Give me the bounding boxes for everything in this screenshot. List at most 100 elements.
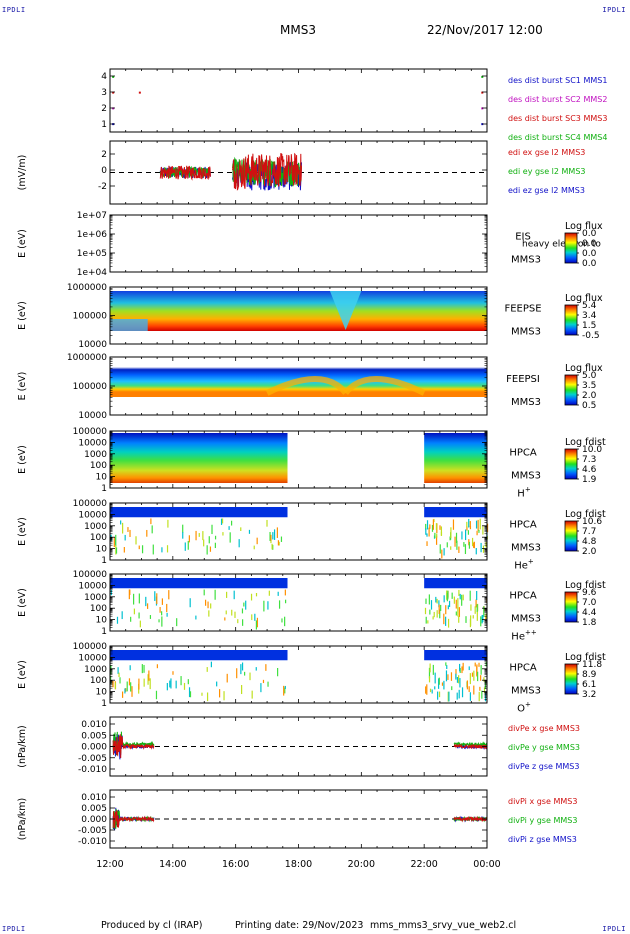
y-tick-label: -0.010 xyxy=(78,765,107,775)
spectrogram-speckle xyxy=(455,532,458,544)
spectrogram-speckle xyxy=(182,524,184,533)
spectrogram-speckle xyxy=(433,611,435,618)
spectrogram-speckle xyxy=(278,541,280,546)
spectrogram-speckle xyxy=(425,616,427,624)
spectrogram-speckle xyxy=(425,598,427,604)
species-charge: + xyxy=(528,558,534,566)
spectrogram-speckle xyxy=(445,662,447,666)
spectrogram-speckle xyxy=(463,542,465,547)
colorbar-tick-label: 1.9 xyxy=(582,475,597,485)
spectrogram-speckle xyxy=(435,523,438,531)
spectrogram-speckle xyxy=(474,606,476,614)
spectrogram-speckle xyxy=(182,532,184,539)
y-tick-label: 10000 xyxy=(78,653,107,663)
y-axis-label: (mV/m) xyxy=(17,155,28,191)
spectrogram-speckle xyxy=(437,691,439,700)
spectrogram-speckle xyxy=(480,665,482,675)
time-tick-label: 18:00 xyxy=(285,859,312,870)
time-tick-label: 14:00 xyxy=(159,859,186,870)
spectrogram-speckle xyxy=(456,540,458,550)
legend-entry: des dist burst SC1 MMS1 xyxy=(508,76,607,85)
spectrogram-speckle xyxy=(484,692,487,702)
spectrogram-speckle xyxy=(281,618,283,623)
spectrogram-speckle xyxy=(470,604,472,611)
corner-label-bottom-left: IPDLI xyxy=(2,925,26,933)
spectrogram-speckle xyxy=(184,542,186,551)
spectrogram-speckle xyxy=(485,661,487,667)
colorbar-tick-label: 3.4 xyxy=(582,311,597,321)
footer-printing-date: Printing date: 29/Nov/2023 xyxy=(235,920,364,931)
spectrogram-speckle xyxy=(158,619,160,623)
spectrogram-speckle xyxy=(202,531,204,541)
spectrogram-speckle xyxy=(469,590,471,601)
spectrogram-speckle xyxy=(243,602,245,607)
spectrogram-speckle xyxy=(475,599,477,608)
y-axis-label: E (eV) xyxy=(17,517,28,546)
spectrogram-speckle xyxy=(204,599,207,606)
spectrogram-fill xyxy=(424,433,487,483)
spectrogram-speckle xyxy=(278,600,281,609)
colorbar xyxy=(564,663,578,695)
spectrogram-speckle xyxy=(133,608,135,615)
y-tick-label: 1e+05 xyxy=(77,249,107,259)
spectrogram-speckle xyxy=(112,680,114,688)
spectrogram-speckle xyxy=(461,594,463,606)
spectrogram-speckle xyxy=(468,541,471,549)
y-tick-label: 2 xyxy=(101,104,107,114)
spectrogram-speckle xyxy=(280,536,283,542)
spectrogram-speckle xyxy=(166,603,168,613)
spectrogram-fill xyxy=(110,291,487,331)
spectrogram-speckle xyxy=(187,679,189,685)
spectrogram-speckle xyxy=(119,677,121,684)
spectrogram-speckle xyxy=(464,529,467,541)
spectrogram-speckle xyxy=(466,680,469,690)
colorbar-title: Log flux xyxy=(565,293,603,304)
spectrogram-speckle xyxy=(466,521,468,528)
y-tick-label: 100000 xyxy=(73,427,108,437)
instrument-label: FEEPSE xyxy=(504,304,541,315)
y-tick-label: 1e+06 xyxy=(77,230,108,240)
spectrogram-speckle xyxy=(138,612,140,619)
spectrogram-speckle xyxy=(139,620,141,628)
spectrogram-speckle xyxy=(121,691,124,698)
spectrogram-speckle xyxy=(469,521,471,528)
spectrogram-speckle xyxy=(141,664,143,674)
y-tick-label: -0.010 xyxy=(78,837,107,847)
y-tick-label: 100000 xyxy=(73,382,108,392)
spectrogram-speckle xyxy=(266,519,268,527)
spectrogram-speckle xyxy=(228,526,230,530)
spectrogram-speckle xyxy=(473,541,475,549)
colorbar xyxy=(564,591,578,623)
species-label: H+ xyxy=(517,486,531,500)
spectrogram-speckle xyxy=(272,544,274,550)
spectrogram-speckle xyxy=(464,544,467,555)
spectrogram-speckle xyxy=(161,611,163,616)
spectrogram-speckle xyxy=(255,620,257,630)
spectrogram-speckle xyxy=(267,681,269,687)
spectrogram-speckle xyxy=(127,527,129,532)
spectrogram-band xyxy=(110,392,487,397)
spectrogram-speckle xyxy=(284,589,286,596)
spectrogram-speckle xyxy=(429,688,432,693)
spectrogram-speckle xyxy=(447,691,449,702)
spectrogram-speckle xyxy=(471,672,474,677)
spectrogram-speckle xyxy=(151,525,153,534)
spectrogram-speckle xyxy=(118,672,120,678)
instrument-label: HPCA xyxy=(509,448,537,459)
spectrogram-speckle xyxy=(222,532,224,536)
colorbar xyxy=(564,520,578,552)
spectrogram-speckle xyxy=(253,545,255,550)
spectrogram-speckle xyxy=(114,682,117,690)
y-tick-label: 10 xyxy=(96,545,108,555)
legend-entry: divPe z gse MMS3 xyxy=(508,762,579,771)
species-label: He++ xyxy=(511,629,537,643)
spectrogram-speckle xyxy=(183,682,186,690)
y-tick-label: 1000 xyxy=(84,593,107,603)
spectrogram-speckle xyxy=(455,673,457,680)
spectrogram-speckle xyxy=(161,616,163,627)
spectrogram-speckle xyxy=(268,590,270,596)
spectrogram-speckle xyxy=(154,591,156,601)
spectrogram-speckle xyxy=(130,616,132,622)
spectrogram-speckle xyxy=(476,664,478,676)
